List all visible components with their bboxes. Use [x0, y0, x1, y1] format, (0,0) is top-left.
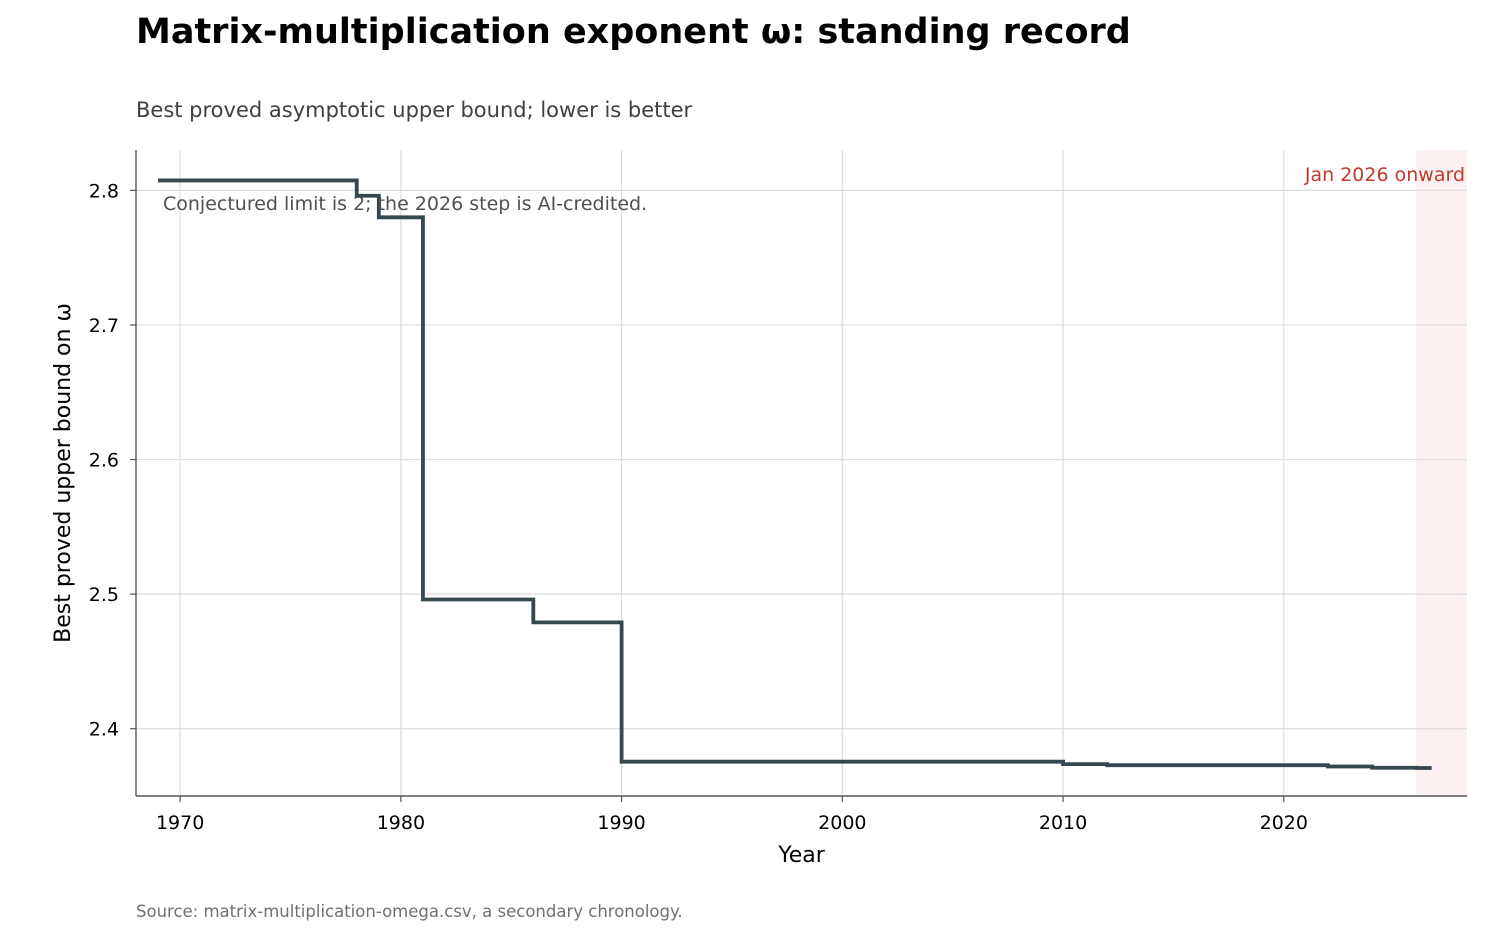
chart-subtitle: Best proved asymptotic upper bound; lowe…: [136, 98, 693, 122]
source-note: Source: matrix-multiplication-omega.csv,…: [136, 902, 683, 921]
y-axis-label: Best proved upper bound on ω: [51, 303, 76, 643]
chart-title: Matrix-multiplication exponent ω: standi…: [136, 12, 1131, 52]
y-tick-label: 2.6: [89, 450, 119, 472]
x-ticks: 1970 1980 1990 2000 2010 2020: [156, 796, 1308, 834]
x-tick-label: 1980: [377, 812, 425, 834]
y-tick-label: 2.4: [89, 719, 119, 741]
y-tick-label: 2.7: [89, 315, 119, 337]
shaded-region-label: Jan 2026 onward: [1304, 164, 1465, 186]
x-tick-label: 2020: [1260, 812, 1308, 834]
y-tick-label: 2.8: [89, 180, 119, 202]
annotation: Conjectured limit is 2; the 2026 step is…: [163, 193, 647, 215]
y-tick-label: 2.5: [89, 584, 119, 606]
x-gridlines: [179, 150, 1285, 796]
x-tick-label: 1970: [156, 812, 204, 834]
x-tick-label: 2000: [818, 812, 866, 834]
y-gridlines: [136, 189, 1467, 730]
x-tick-label: 1990: [597, 812, 645, 834]
x-tick-label: 2010: [1039, 812, 1087, 834]
y-ticks: 2.4 2.5 2.6 2.7 2.8: [89, 180, 136, 741]
x-axis-label: Year: [777, 843, 826, 868]
series-step-line: [158, 178, 1432, 770]
shaded-region: [1416, 150, 1467, 796]
